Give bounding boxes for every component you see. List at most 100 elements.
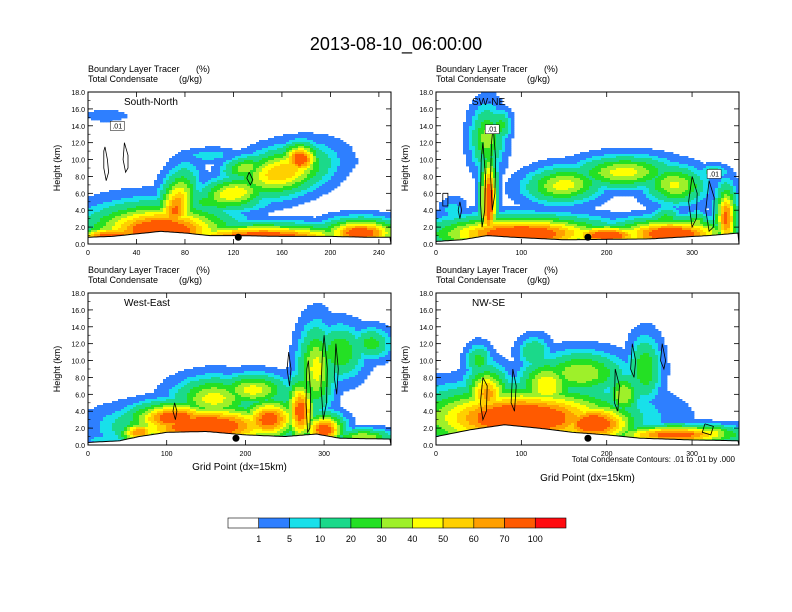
heatmap-cell (256, 152, 260, 155)
heatmap-cell (313, 154, 317, 157)
heatmap-cell (214, 224, 218, 227)
heatmap-cell (628, 148, 632, 151)
heatmap-cell (481, 152, 485, 155)
heatmap-cell (508, 124, 512, 127)
heatmap-cell (124, 194, 128, 197)
heatmap-cell (244, 222, 248, 225)
heatmap-cell (337, 138, 341, 141)
heatmap-cell (301, 134, 305, 137)
heatmap-cell (196, 228, 200, 231)
heatmap-cell (286, 146, 290, 149)
heatmap-cell (190, 192, 194, 195)
heatmap-cell (361, 234, 365, 237)
heatmap-cell (598, 158, 602, 161)
heatmap-cell (238, 206, 242, 209)
heatmap-cell (163, 216, 167, 219)
heatmap-cell (685, 164, 689, 167)
heatmap-cell (328, 154, 332, 157)
heatmap-cell (484, 98, 488, 101)
heatmap-cell (196, 160, 200, 163)
heatmap-cell (472, 106, 476, 109)
heatmap-cell (244, 178, 248, 181)
heatmap-cell (610, 148, 614, 151)
heatmap-cell (367, 222, 371, 225)
heatmap-cell (358, 222, 362, 225)
heatmap-cell (223, 218, 227, 221)
heatmap-cell (619, 164, 623, 167)
heatmap-cell (184, 166, 188, 169)
heatmap-cell (328, 226, 332, 229)
heatmap-cell (301, 164, 305, 167)
heatmap-cell (94, 220, 98, 223)
heatmap-cell (229, 166, 233, 169)
heatmap-cell (295, 164, 299, 167)
heatmap-cell (118, 202, 122, 205)
heatmap-cell (238, 220, 242, 223)
heatmap-cell (145, 196, 149, 199)
heatmap-cell (304, 142, 308, 145)
heatmap-cell (247, 168, 251, 171)
heatmap-cell (328, 172, 332, 175)
heatmap-cell (499, 150, 503, 153)
heatmap-cell (250, 154, 254, 157)
heatmap-cell (313, 138, 317, 141)
heatmap-cell (478, 122, 482, 125)
heatmap-cell (91, 200, 95, 203)
heatmap-cell (466, 114, 470, 117)
heatmap-cell (265, 202, 269, 205)
heatmap-cell (592, 152, 596, 155)
heatmap-cell (325, 214, 329, 217)
heatmap-cell (226, 206, 230, 209)
heatmap-cell (193, 174, 197, 177)
heatmap-cell (166, 178, 170, 181)
heatmap-cell (604, 160, 608, 163)
heatmap-cell (274, 228, 278, 231)
heatmap-cell (484, 162, 488, 165)
heatmap-cell (676, 160, 680, 163)
heatmap-cell (592, 162, 596, 165)
heatmap-cell (154, 196, 158, 199)
heatmap-cell (202, 222, 206, 225)
heatmap-cell (196, 174, 200, 177)
heatmap-cell (229, 214, 233, 217)
heatmap-cell (322, 170, 326, 173)
heatmap-cell (238, 192, 242, 195)
heatmap-cell (478, 118, 482, 121)
heatmap-cell (274, 216, 278, 219)
heatmap-cell (220, 178, 224, 181)
heatmap-cell (334, 176, 338, 179)
heatmap-cell (472, 100, 476, 103)
heatmap-cell (622, 162, 626, 165)
heatmap-cell (265, 164, 269, 167)
heatmap-cell (238, 186, 242, 189)
heatmap-cell (253, 160, 257, 163)
heatmap-cell (259, 186, 263, 189)
heatmap-cell (298, 182, 302, 185)
heatmap-cell (235, 160, 239, 163)
heatmap-cell (214, 154, 218, 157)
heatmap-cell (574, 154, 578, 157)
heatmap-cell (217, 218, 221, 221)
heatmap-cell (586, 166, 590, 169)
heatmap-cell (238, 162, 242, 165)
heatmap-cell (475, 140, 479, 143)
heatmap-cell (283, 134, 287, 137)
heatmap-cell (472, 118, 476, 121)
heatmap-cell (337, 160, 341, 163)
heatmap-cell (196, 186, 200, 189)
heatmap-cell (109, 206, 113, 209)
heatmap-cell (472, 120, 476, 123)
heatmap-cell (184, 212, 188, 215)
heatmap-cell (346, 228, 350, 231)
heatmap-cell (352, 152, 356, 155)
heatmap-cell (115, 196, 119, 199)
heatmap-cell (136, 232, 140, 235)
heatmap-cell (637, 164, 641, 167)
heatmap-cell (325, 146, 329, 149)
heatmap-cell (256, 190, 260, 193)
heatmap-cell (292, 220, 296, 223)
heatmap-cell (118, 218, 122, 221)
heatmap-cell (322, 160, 326, 163)
heatmap-cell (511, 122, 515, 125)
heatmap-cell (169, 200, 173, 203)
